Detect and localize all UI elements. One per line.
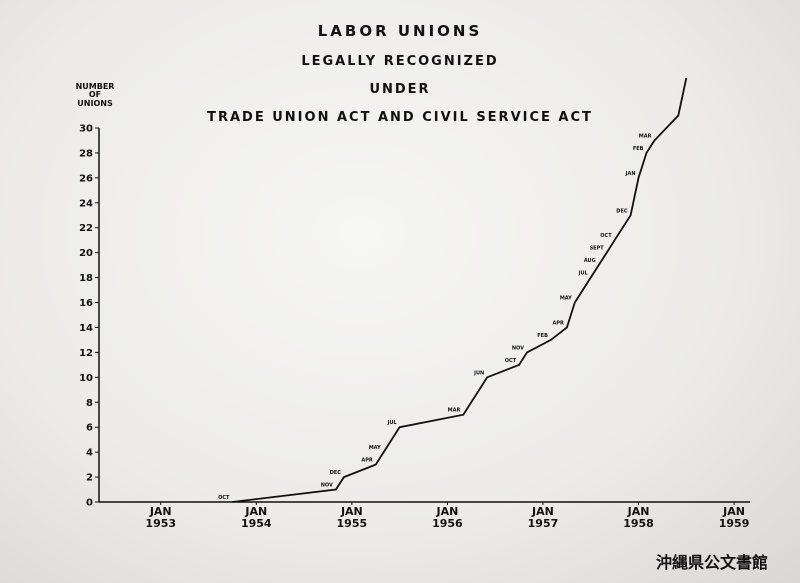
x-tick-label: JAN 1957 [527, 505, 559, 530]
x-tick-label: JAN 1953 [145, 505, 177, 530]
y-tick-label: 20 [79, 248, 93, 259]
y-tick-label: 16 [79, 298, 93, 309]
x-tick-label: JAN 1959 [718, 505, 750, 530]
x-tick-label: JAN 1958 [623, 505, 654, 530]
point-label: JAN [625, 171, 636, 177]
point-label: JUL [578, 271, 589, 277]
y-tick-label: 4 [86, 448, 93, 459]
chart-title: LABOR UNIONS [318, 22, 483, 40]
y-tick-label: 0 [86, 498, 93, 509]
x-tick-label: JAN 1956 [432, 505, 463, 530]
point-label: MAY [560, 296, 572, 302]
point-label: FEB [537, 333, 548, 339]
chart-subtitle: TRADE UNION ACT AND CIVIL SERVICE ACT [207, 110, 593, 125]
x-tick-label: JAN 1954 [240, 505, 272, 530]
watermark: 沖縄県公文書館 [656, 553, 768, 572]
point-label: JUL [387, 420, 398, 426]
point-label: NOV [512, 345, 524, 351]
point-label: APR [552, 320, 564, 326]
point-label: OCT [218, 495, 230, 501]
y-tick-label: 24 [79, 198, 93, 209]
point-label: FEB [633, 146, 644, 152]
y-tick-label: 12 [79, 348, 93, 359]
point-label: SEPT [590, 246, 605, 252]
y-tick-label: 28 [79, 148, 93, 159]
data-line [232, 77, 688, 503]
y-tick-label: 6 [86, 423, 93, 434]
point-label: JUN [473, 370, 484, 376]
point-label: OCT [600, 233, 612, 239]
y-tick-label: 8 [86, 398, 93, 409]
point-label: MAY [369, 445, 381, 451]
point-label: OCT [505, 358, 517, 364]
y-tick-label: 30 [79, 124, 93, 135]
x-tick-label: JAN 1955 [336, 505, 368, 530]
point-label: DEC [330, 470, 342, 476]
point-label: APR [361, 458, 373, 464]
point-label: MAR [639, 133, 652, 139]
point-label: AUG [584, 258, 596, 264]
chart-subtitle: LEGALLY RECOGNIZED [301, 54, 498, 69]
y-tick-label: 22 [79, 223, 93, 234]
point-label: NOV [321, 483, 333, 489]
y-axis-label: NUMBER OF UNIONS [75, 82, 115, 108]
chart-subtitle: UNDER [369, 82, 430, 97]
y-tick-label: 2 [86, 473, 93, 484]
y-tick-label: 26 [79, 173, 93, 184]
y-tick-label: 14 [79, 323, 93, 334]
y-tick-label: 18 [79, 273, 93, 284]
point-label: DEC [616, 208, 628, 214]
point-label: MAR [448, 408, 461, 414]
y-tick-label: 10 [79, 373, 93, 384]
